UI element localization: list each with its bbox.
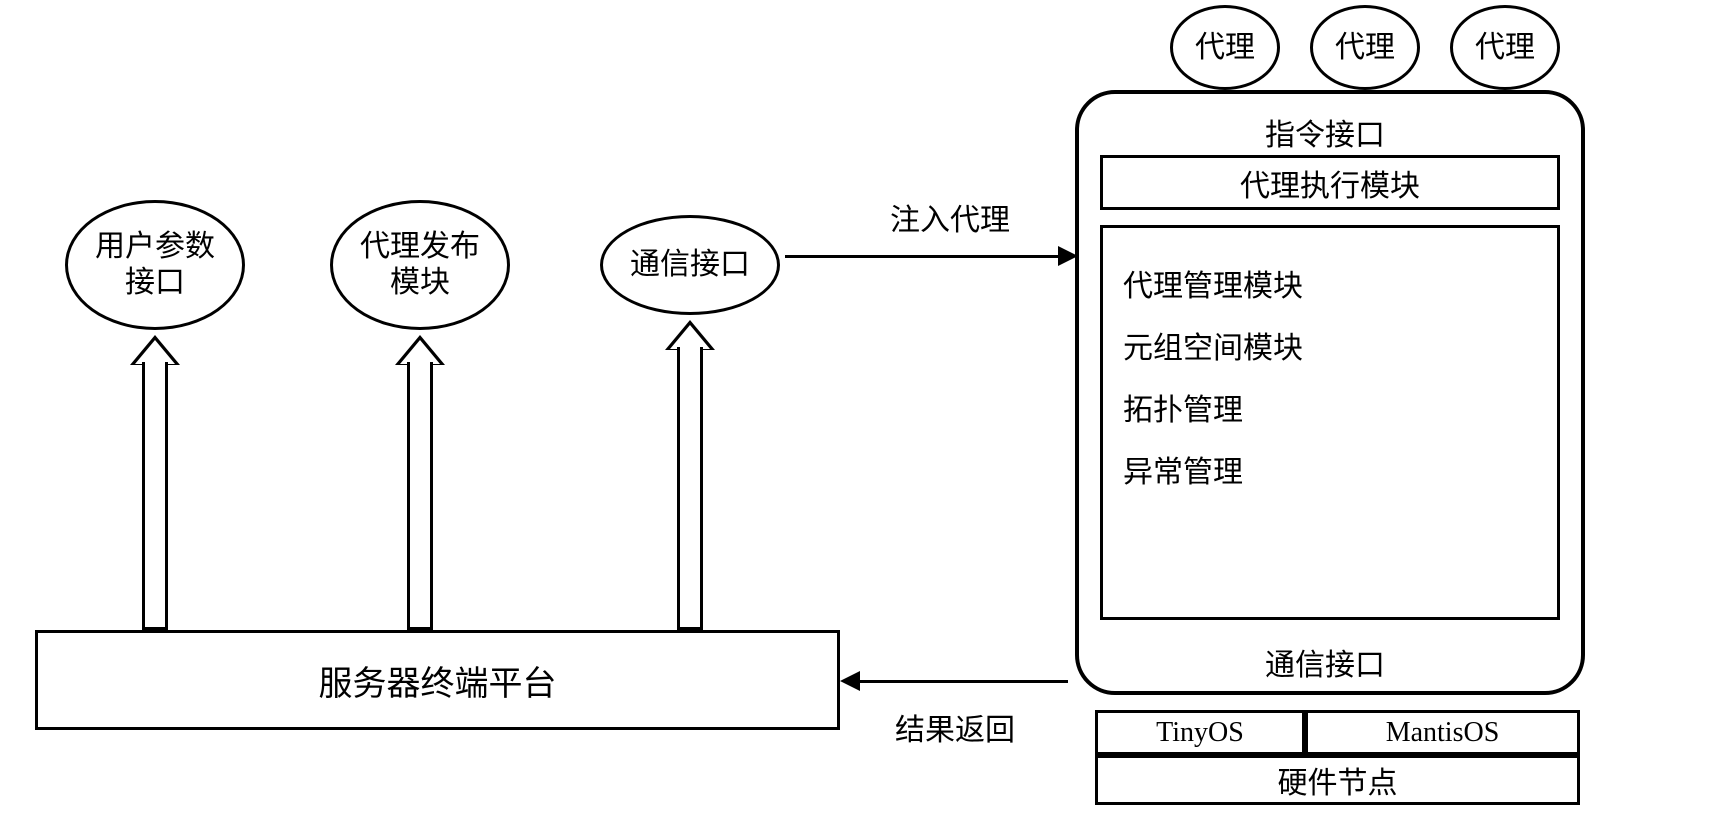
agent-ellipse-2: 代理 — [1310, 5, 1420, 90]
agent-label-2: 代理 — [1335, 30, 1395, 66]
return-arrow-head — [840, 671, 860, 691]
mgmt-item-1: 元组空间模块 — [1123, 323, 1537, 367]
user-param-line2: 接口 — [125, 265, 185, 301]
agent-ellipse-1: 代理 — [1170, 5, 1280, 90]
tinyos-box: TinyOS — [1095, 710, 1305, 755]
mantisos-label: MantisOS — [1386, 717, 1500, 749]
inject-arrow-label: 注入代理 — [890, 195, 1010, 239]
agent-publish-ellipse: 代理发布 模块 — [330, 200, 510, 330]
user-param-line1: 用户参数 — [95, 229, 215, 265]
agent-ellipse-3: 代理 — [1450, 5, 1560, 90]
inject-arrow-line — [785, 255, 1060, 258]
agent-publish-line2: 模块 — [390, 265, 450, 301]
return-arrow-label: 结果返回 — [895, 705, 1015, 749]
mgmt-list-box: 代理管理模块 元组空间模块 拓扑管理 异常管理 — [1100, 225, 1560, 620]
server-platform-label: 服务器终端平台 — [319, 656, 557, 705]
exec-module-box: 代理执行模块 — [1100, 155, 1560, 210]
comm-interface-ellipse: 通信接口 — [600, 215, 780, 315]
mgmt-item-2: 拓扑管理 — [1123, 385, 1537, 429]
tinyos-label: TinyOS — [1156, 717, 1244, 749]
mantisos-box: MantisOS — [1305, 710, 1580, 755]
return-arrow-line — [858, 680, 1068, 683]
mgmt-item-0: 代理管理模块 — [1123, 261, 1537, 305]
agent-label-1: 代理 — [1195, 30, 1255, 66]
agent-publish-line1: 代理发布 — [360, 229, 480, 265]
node-comm-interface-label: 通信接口 — [1265, 640, 1385, 684]
hardware-label: 硬件节点 — [1278, 758, 1398, 802]
server-platform-box: 服务器终端平台 — [35, 630, 840, 730]
user-param-ellipse: 用户参数 接口 — [65, 200, 245, 330]
comm-interface-label: 通信接口 — [630, 247, 750, 283]
mgmt-item-3: 异常管理 — [1123, 447, 1537, 491]
agent-label-3: 代理 — [1475, 30, 1535, 66]
cmd-interface-label: 指令接口 — [1265, 110, 1385, 154]
hardware-box: 硬件节点 — [1095, 755, 1580, 805]
exec-module-label: 代理执行模块 — [1240, 161, 1420, 205]
